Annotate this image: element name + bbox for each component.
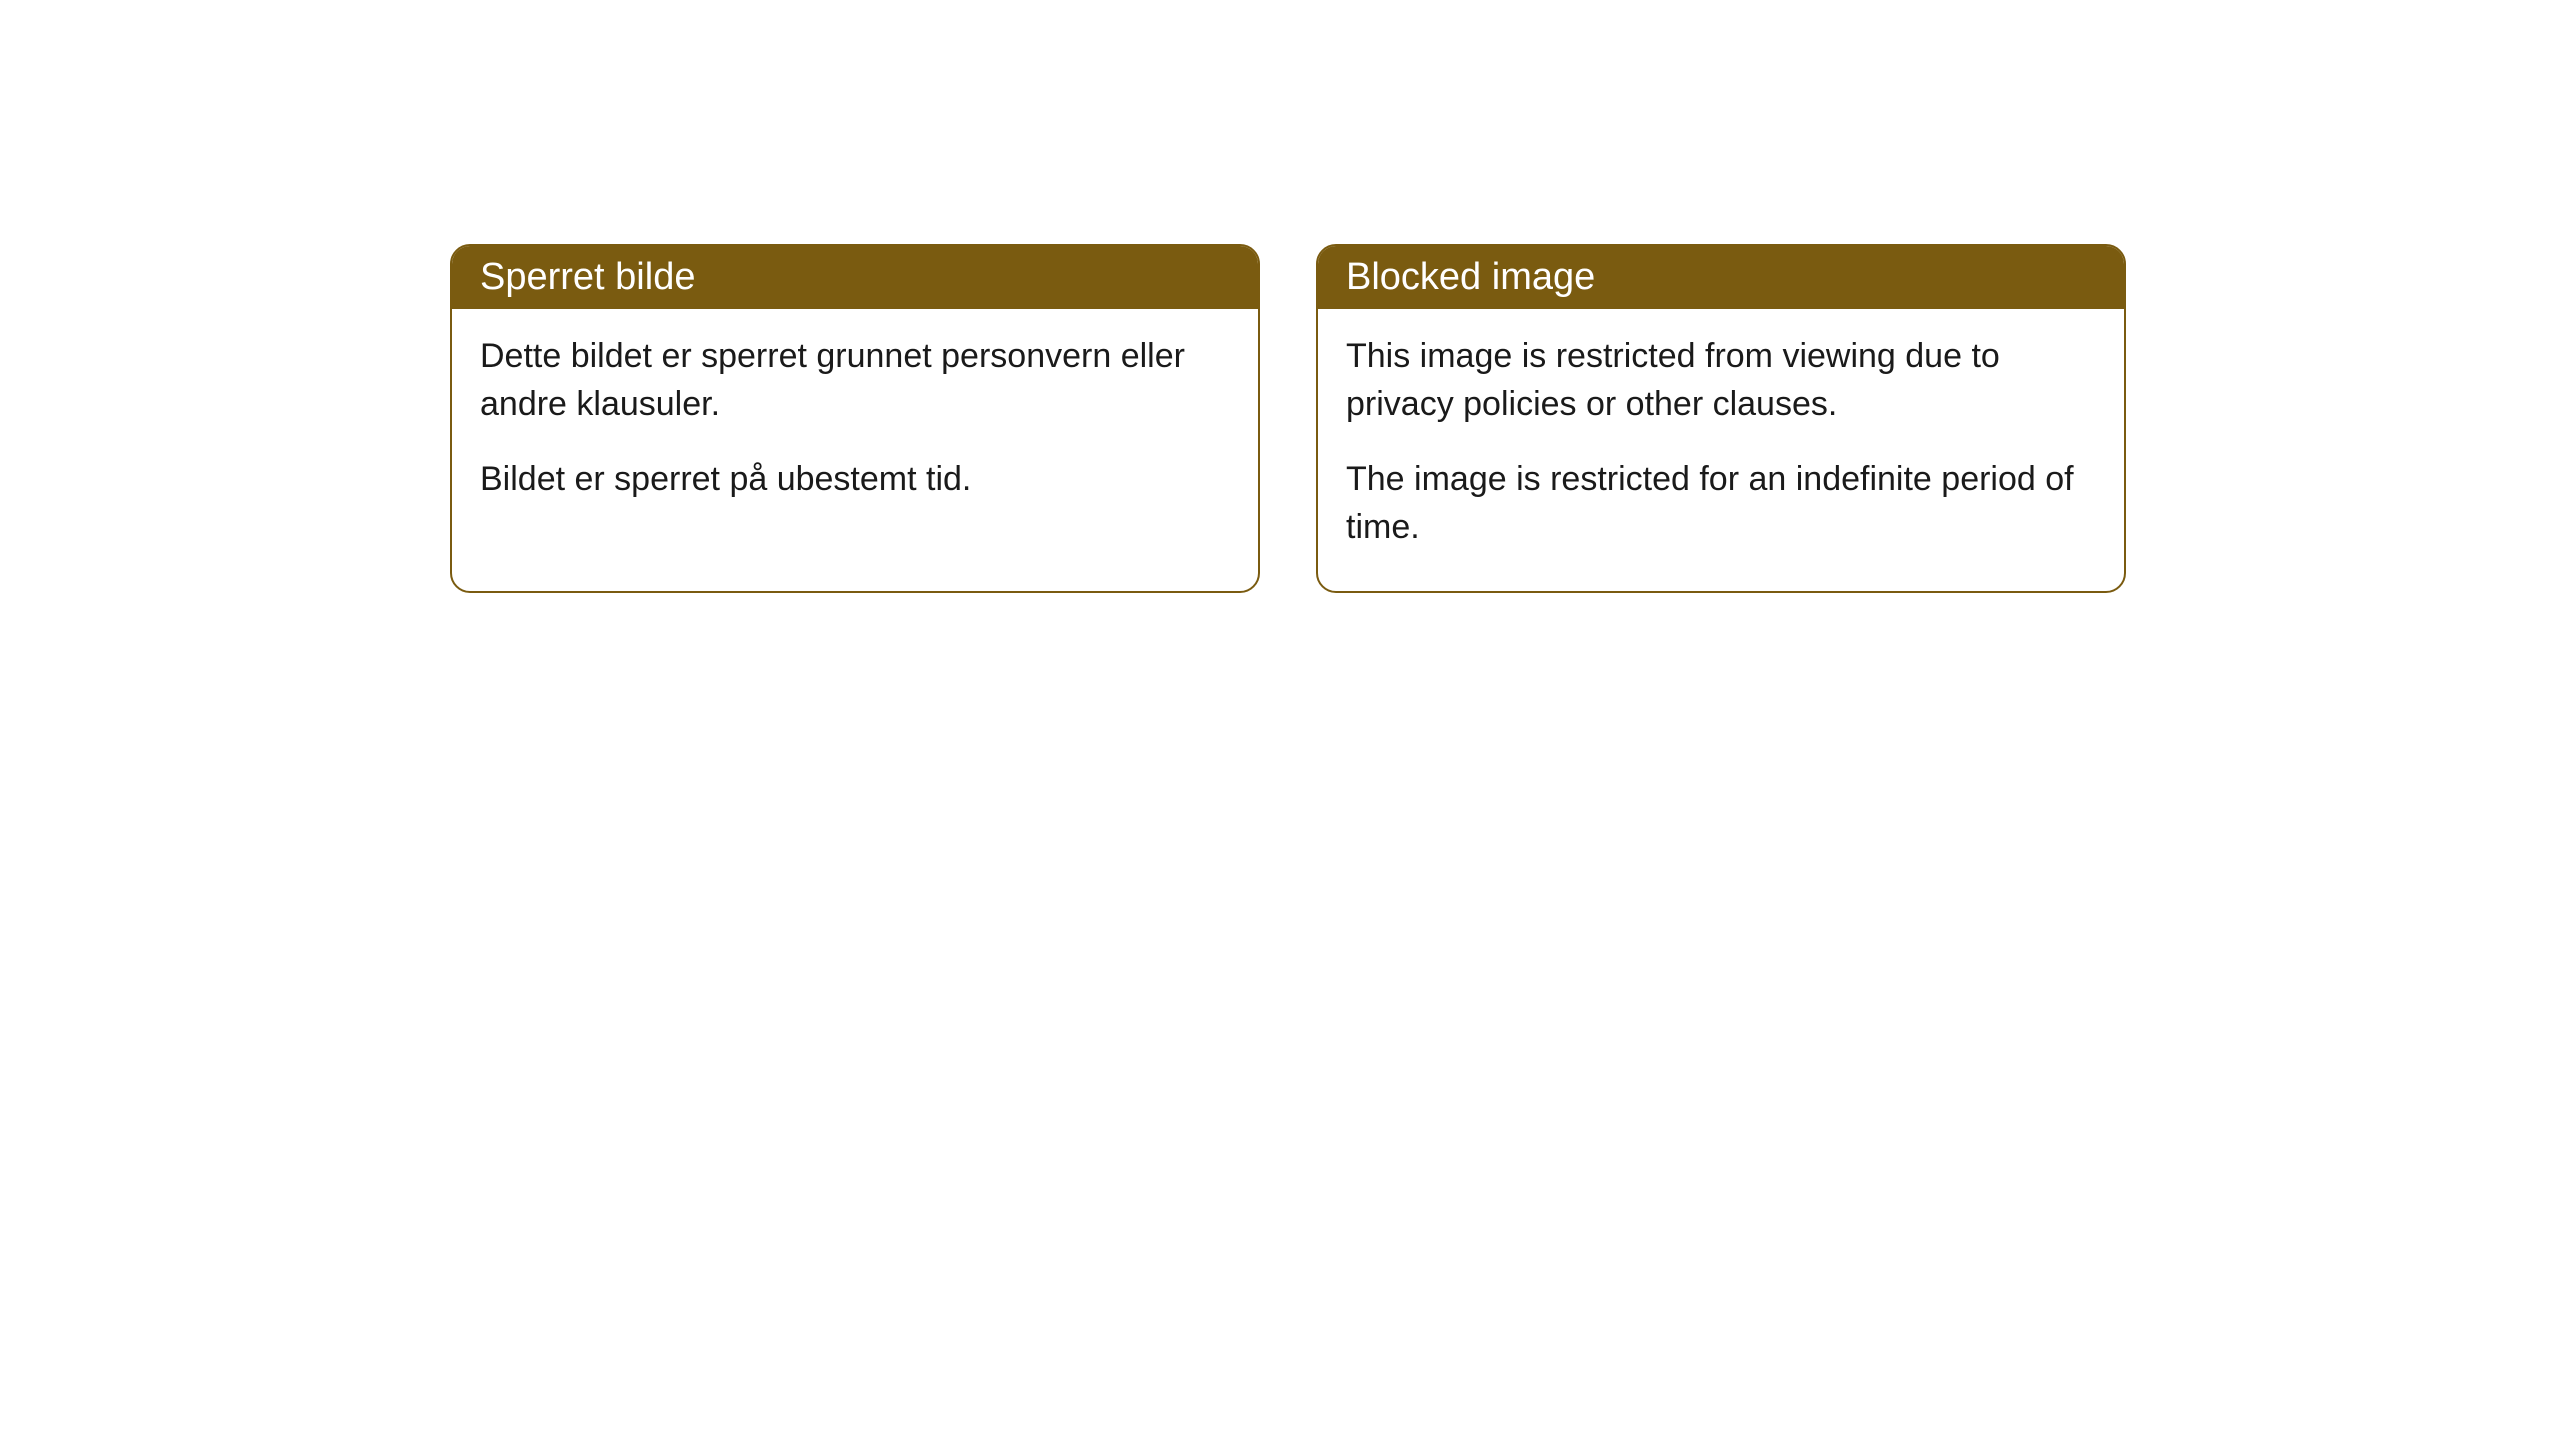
card-title: Blocked image — [1346, 256, 1595, 298]
card-paragraph: The image is restricted for an indefinit… — [1346, 456, 2096, 551]
card-body: Dette bildet er sperret grunnet personve… — [452, 309, 1258, 544]
notice-cards-container: Sperret bilde Dette bildet er sperret gr… — [450, 244, 2126, 593]
blocked-image-card-norwegian: Sperret bilde Dette bildet er sperret gr… — [450, 244, 1260, 593]
card-paragraph: Dette bildet er sperret grunnet personve… — [480, 333, 1230, 428]
card-paragraph: This image is restricted from viewing du… — [1346, 333, 2096, 428]
card-body: This image is restricted from viewing du… — [1318, 309, 2124, 591]
blocked-image-card-english: Blocked image This image is restricted f… — [1316, 244, 2126, 593]
card-paragraph: Bildet er sperret på ubestemt tid. — [480, 456, 1230, 504]
card-title: Sperret bilde — [480, 256, 695, 298]
card-header: Sperret bilde — [452, 246, 1258, 309]
card-header: Blocked image — [1318, 246, 2124, 309]
